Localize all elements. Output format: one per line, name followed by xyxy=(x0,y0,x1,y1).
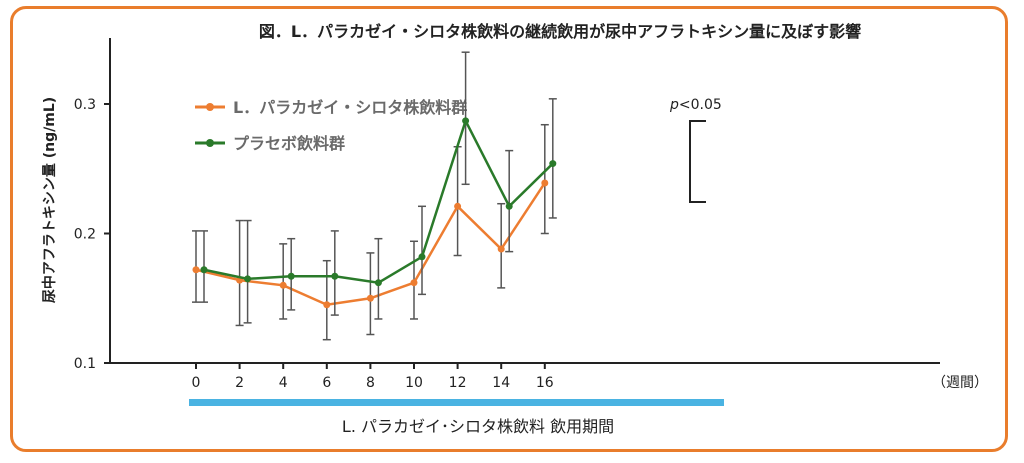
y-axis-ticks: 0.1 0.2 0.3 xyxy=(74,97,110,372)
x-axis-ticks: 0 2 4 6 8 10 12 14 16 xyxy=(192,363,554,391)
data-point xyxy=(462,117,470,125)
data-point xyxy=(374,279,382,287)
series-orange xyxy=(192,123,549,341)
legend-marker-orange xyxy=(206,103,214,111)
data-point xyxy=(323,301,331,309)
data-point xyxy=(200,266,208,274)
significance-bracket xyxy=(689,120,706,203)
chart-title: 図．L．パラカゼイ・シロタ株飲料の継続飲用が尿中アフラトキシン量に及ぼす影響 xyxy=(259,22,861,41)
p-value-annotation: p<0.05 xyxy=(669,97,722,113)
y-tick-label: 0.1 xyxy=(74,356,96,372)
x-tick-label: 8 xyxy=(366,375,375,391)
data-point xyxy=(244,275,252,283)
data-point xyxy=(549,160,557,168)
intake-period-bar xyxy=(189,399,724,406)
data-point xyxy=(287,272,295,280)
data-point xyxy=(366,294,374,302)
data-point xyxy=(505,202,513,210)
data-point xyxy=(454,202,462,210)
data-point xyxy=(418,253,426,261)
data-point xyxy=(331,272,339,280)
p-value-symbol: p xyxy=(669,97,679,113)
legend-label-orange: L．パラカゼイ・シロタ株飲料群 xyxy=(233,98,467,117)
y-axis-label: 尿中アフラトキシン量 (ng/mL) xyxy=(41,97,58,303)
x-tick-label: 12 xyxy=(449,375,467,391)
y-tick-label: 0.3 xyxy=(74,97,96,113)
x-tick-label: 16 xyxy=(536,375,554,391)
x-tick-label: 4 xyxy=(279,375,288,391)
legend-label-green: プラセボ飲料群 xyxy=(233,134,345,153)
series-green xyxy=(200,51,557,324)
legend: L．パラカゼイ・シロタ株飲料群 プラセボ飲料群 xyxy=(195,98,467,153)
y-tick-label: 0.2 xyxy=(74,227,96,243)
x-tick-label: 0 xyxy=(192,375,201,391)
series-layer xyxy=(192,51,557,341)
x-tick-label: 6 xyxy=(322,375,331,391)
data-point xyxy=(497,245,505,253)
legend-marker-green xyxy=(206,139,214,147)
data-point xyxy=(410,279,418,287)
x-tick-label: 10 xyxy=(405,375,423,391)
intake-period-label: L. パラカゼイ･シロタ株飲料 飲用期間 xyxy=(342,417,614,436)
x-tick-label: 14 xyxy=(492,375,510,391)
x-unit-label: （週間） xyxy=(932,375,988,391)
p-value-threshold: <0.05 xyxy=(679,97,722,113)
x-tick-label: 2 xyxy=(235,375,244,391)
data-point xyxy=(279,281,287,289)
data-point xyxy=(541,179,549,187)
data-point xyxy=(192,266,200,274)
chart-frame xyxy=(10,6,1008,452)
